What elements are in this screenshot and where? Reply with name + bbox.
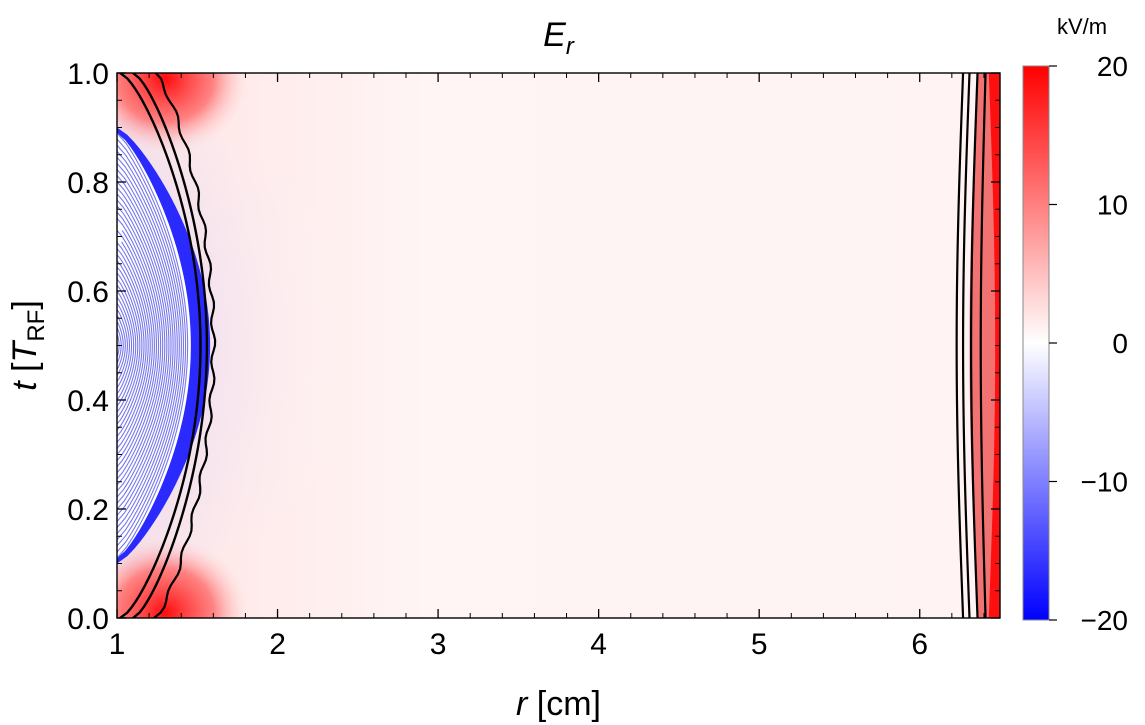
ylabel-unit-sub: RF [23,310,50,342]
blue-contour-line [117,284,137,407]
y-tick-label: 0.6 [67,276,109,309]
blue-contour-line [117,260,145,431]
blue-contour-line [117,230,158,468]
ylabel-var: t [6,380,44,391]
blue-contour-line [117,278,139,413]
black-contour-left-2 [132,73,209,618]
y-tick-label: 0.0 [67,603,109,636]
contour-layer [119,73,987,618]
black-contour-left-1 [119,73,202,618]
x-tick-label: 5 [751,628,768,661]
title-main: E [543,16,566,54]
x-tick-label: 3 [430,628,447,661]
blue-contour-line [117,242,151,449]
blue-contour-line [117,241,153,455]
blue-contour-line [117,193,168,498]
blue-contour-line [117,272,141,419]
y-axis-label: t [TRF] [6,300,50,391]
black-contour-right-2 [961,73,971,618]
x-tick-label: 4 [590,628,607,661]
blue-contour-line [117,254,147,437]
black-contour-right-3 [970,73,979,618]
colorbar-tick-label: 20 [1097,51,1128,82]
blue-contour-line [117,187,170,504]
blue-contour-line [117,230,155,461]
ylabel-close: ] [6,300,44,309]
blue-contour-line [117,248,149,443]
blue-contour-line [117,150,182,541]
blue-contour-line [117,315,126,376]
black-contour-right-4 [979,73,987,618]
blue-contour-line [117,321,124,370]
x-axis-label-text: r [cm] [516,685,601,723]
colorbar: kV/m 20 10 0 −10 −20 [1022,14,1128,636]
colorbar-tick-label: 10 [1097,190,1128,221]
blue-contour-line [117,297,133,394]
x-axis-label: r [cm] [516,685,601,723]
blue-contour-line [117,138,187,553]
colorbar-ticks: 20 10 0 −10 −20 [1049,51,1128,636]
blue-contour-line [117,132,189,559]
blue-contour-line [117,175,174,516]
xlabel-var: r [516,685,529,723]
xlabel-unit: [cm] [537,685,601,723]
colorbar-tick-label: −20 [1081,605,1129,636]
blue-contour-line [117,169,176,522]
colorbar-unit: kV/m [1057,14,1107,39]
blue-contour-line [117,309,128,382]
blue-contour-line [117,290,135,401]
chart-title-text: Er [543,16,575,60]
ylabel-open: [ [6,362,44,372]
y-tick-label: 0.8 [67,167,109,200]
blue-contour-line [117,144,185,547]
ticks-layer: 1 2 3 4 5 6 0.0 0.2 0.4 0.6 0.8 1.0 [67,58,1000,661]
colorbar-tick-label: −10 [1081,467,1129,498]
black-contour-right-1 [955,73,965,618]
blue-contour-line [117,156,180,535]
blue-contour-line [117,181,172,510]
x-tick-label: 2 [269,628,286,661]
blue-contour-line [117,163,178,528]
x-tick-label: 1 [109,628,126,661]
blue-contour-line [117,205,164,486]
blue-contour-line [117,211,162,480]
title-sub: r [566,33,575,60]
x-tick-label: 6 [911,628,928,661]
blue-contour-line [117,199,166,492]
blue-contour-line [117,266,143,425]
chart-title: Er [543,16,575,60]
red-region-right [969,73,1000,618]
black-contour-left-3 [153,73,217,618]
y-axis-label-text: t [TRF] [6,300,50,391]
ylabel-unit-var: T [6,339,44,362]
blue-contour-line [117,217,160,474]
y-tick-label: 0.2 [67,494,109,527]
colorbar-tick-label: 0 [1112,328,1128,359]
plot-area: 1 2 3 4 5 6 0.0 0.2 0.4 0.6 0.8 1.0 [67,58,1001,661]
y-tick-label: 1.0 [67,58,109,91]
y-tick-label: 0.4 [67,385,109,418]
blue-contour-line [117,303,131,388]
colorbar-gradient [1022,65,1050,621]
